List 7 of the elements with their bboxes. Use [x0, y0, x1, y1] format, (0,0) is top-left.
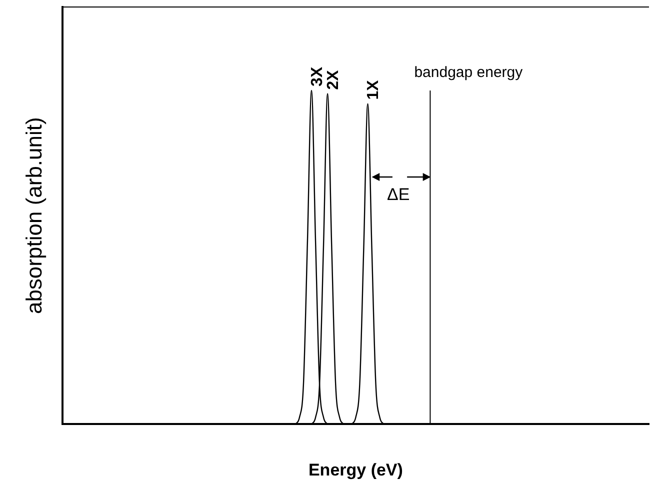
text: 1X — [365, 80, 382, 100]
annotation: ΔE — [386, 185, 410, 206]
text: 3X — [308, 66, 326, 86]
text: bandgap energy — [414, 64, 524, 82]
y-axis-title: absorption (arb.unit) — [21, 117, 46, 314]
x-axis-title: Energy (eV) — [308, 460, 403, 480]
text: 2X — [324, 70, 342, 90]
